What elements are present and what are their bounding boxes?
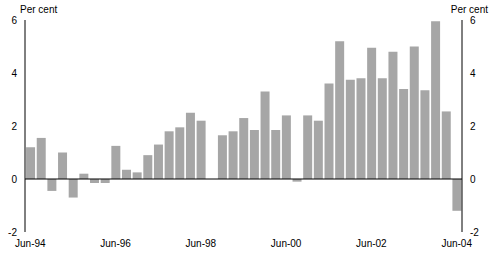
svg-text:Jun-04: Jun-04: [441, 238, 472, 249]
svg-text:6: 6: [11, 15, 17, 26]
svg-text:4: 4: [11, 68, 17, 79]
svg-text:Jun-94: Jun-94: [15, 238, 46, 249]
svg-text:Jun-02: Jun-02: [356, 238, 387, 249]
svg-text:0: 0: [11, 174, 17, 185]
svg-text:-2: -2: [470, 227, 479, 238]
svg-text:4: 4: [470, 68, 476, 79]
svg-text:Jun-00: Jun-00: [271, 238, 302, 249]
html-text:Per cent: Per cent: [450, 4, 488, 15]
svg-text:Jun-96: Jun-96: [100, 238, 131, 249]
svg-text:2: 2: [11, 121, 17, 132]
svg-text:-2: -2: [8, 227, 17, 238]
html-text:Per cent: Per cent: [20, 4, 58, 15]
svg-text:6: 6: [470, 15, 476, 26]
svg-text:2: 2: [470, 121, 476, 132]
svg-text:0: 0: [470, 174, 476, 185]
svg-text:Jun-98: Jun-98: [186, 238, 217, 249]
